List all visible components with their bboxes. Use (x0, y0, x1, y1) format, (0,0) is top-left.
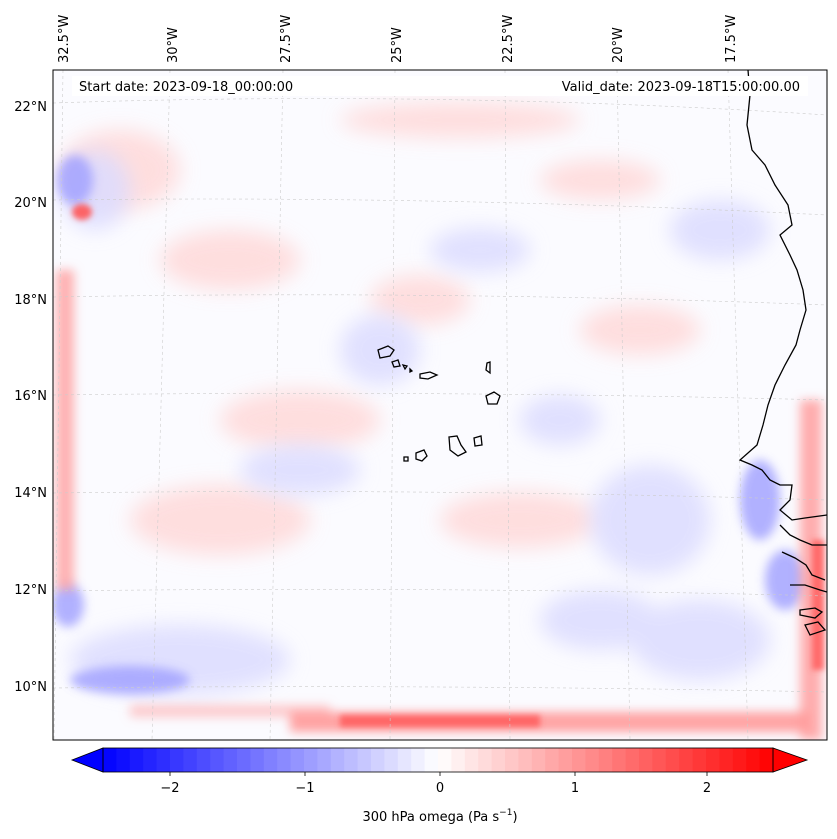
colorbar-segment (384, 748, 399, 772)
lat-label: 22°N (14, 100, 47, 115)
colorbar-segment (679, 748, 693, 772)
map-border (52, 69, 828, 741)
coastline-cape-verde (377, 345, 501, 462)
colorbar-segment (585, 748, 600, 772)
lat-label: 12°N (14, 583, 47, 598)
colorbar-tick-label: 0 (436, 781, 444, 796)
lon-label: 27.5°W (279, 15, 294, 63)
valid-date: Valid_date: 2023-09-18T15:00:00.00 (562, 80, 800, 95)
colorbar-segment (357, 748, 372, 772)
colorbar-segments (103, 748, 774, 772)
colorbar-label-sup: −1 (499, 808, 512, 818)
colorbar-segment (518, 748, 533, 772)
colorbar-segment (344, 748, 358, 772)
lat-label: 10°N (14, 680, 47, 695)
colorbar-segment (558, 748, 573, 772)
colorbar-segment (478, 748, 492, 772)
colorbar-segment (464, 748, 479, 772)
colorbar-segment (223, 748, 238, 772)
lon-label: 25°W (390, 27, 405, 63)
colorbar-tick-label: 1 (571, 781, 579, 796)
start-date: Start date: 2023-09-18_00:00:00 (79, 80, 293, 95)
lon-label: 30°W (166, 27, 181, 63)
colorbar-segment (531, 748, 546, 772)
colorbar-segment (612, 748, 626, 772)
colorbar-label-tail: ) (512, 810, 517, 825)
lat-label: 18°N (14, 293, 47, 308)
colorbar-segment (290, 748, 305, 772)
lat-label: 14°N (14, 486, 47, 501)
colorbar-segment (397, 748, 412, 772)
colorbar-segment (183, 748, 198, 772)
longitude-labels: 32.5°W 30°W 27.5°W 25°W 22.5°W 20°W 17.5… (57, 15, 739, 63)
colorbar-segment (317, 748, 332, 772)
colorbar-segment (424, 748, 439, 772)
colorbar-label-main: 300 hPa omega (Pa s (362, 810, 499, 825)
colorbar-segment (545, 748, 559, 772)
colorbar-segment (652, 748, 667, 772)
lat-label: 16°N (14, 389, 47, 404)
colorbar-segment (237, 748, 251, 772)
colorbar: −2 −1 0 1 2 300 hPa omega (Pa s−1) (70, 747, 809, 825)
colorbar-segment (411, 748, 425, 772)
colorbar-segment (250, 748, 265, 772)
colorbar-segment (156, 748, 171, 772)
colorbar-segment (505, 748, 519, 772)
colorbar-label: 300 hPa omega (Pa s−1) (362, 808, 517, 825)
lon-label: 17.5°W (724, 15, 739, 63)
colorbar-segment (103, 748, 117, 772)
colorbar-segment (665, 748, 680, 772)
colorbar-segment (196, 748, 211, 772)
colorbar-high-extend (772, 747, 809, 773)
colorbar-segment (732, 748, 747, 772)
colorbar-segment (129, 748, 144, 772)
colorbar-segment (210, 748, 224, 772)
colorbar-segment (116, 748, 131, 772)
colorbar-segment (330, 748, 345, 772)
lat-label: 20°N (14, 196, 47, 211)
colorbar-segment (277, 748, 291, 772)
coastline-africa (738, 70, 827, 636)
colorbar-tick-label: −1 (295, 781, 314, 796)
lon-label: 22.5°W (501, 15, 516, 63)
colorbar-segment (451, 748, 466, 772)
colorbar-segment (759, 748, 774, 772)
colorbar-tick-label: 2 (703, 781, 711, 796)
colorbar-outline (102, 747, 774, 773)
colorbar-segment (625, 748, 640, 772)
colorbar-segment (304, 748, 318, 772)
colorbar-segment (598, 748, 613, 772)
colorbar-segment (639, 748, 653, 772)
colorbar-segment (438, 748, 452, 772)
colorbar-segment (746, 748, 760, 772)
colorbar-ticks (169, 772, 708, 776)
colorbar-segment (143, 748, 157, 772)
gridlines (53, 70, 827, 740)
colorbar-segment (719, 748, 734, 772)
lon-label: 32.5°W (57, 15, 72, 63)
colorbar-segment (572, 748, 586, 772)
colorbar-segment (371, 748, 385, 772)
colorbar-segment (170, 748, 184, 772)
colorbar-segment (263, 748, 278, 772)
colorbar-low-extend (70, 747, 104, 773)
colorbar-tick-label: −2 (160, 781, 179, 796)
lon-label: 20°W (611, 27, 626, 63)
header-box (72, 76, 808, 96)
colorbar-segment (706, 748, 720, 772)
colorbar-segment (692, 748, 707, 772)
latitude-labels: 22°N 20°N 18°N 16°N 14°N 12°N 10°N (14, 100, 47, 695)
colorbar-segment (491, 748, 506, 772)
omega-field (53, 70, 827, 740)
